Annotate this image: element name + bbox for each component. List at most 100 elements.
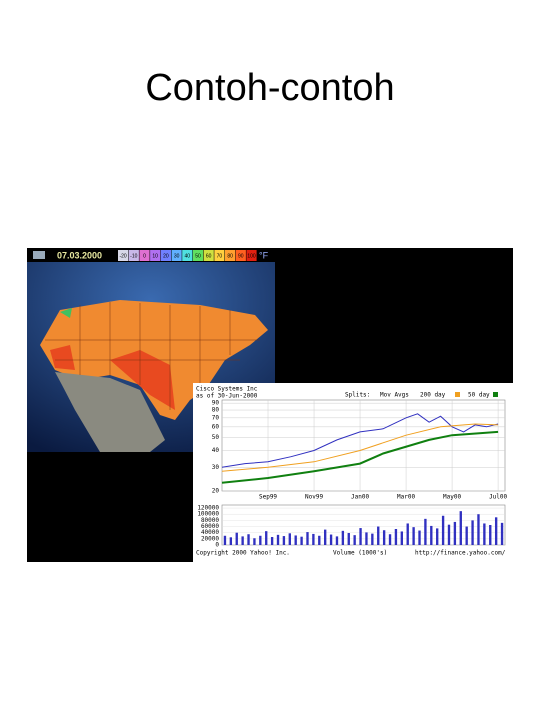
legend-swatch	[235, 250, 246, 261]
legend-swatch	[171, 250, 182, 261]
y-tick-label: 40000	[201, 529, 219, 536]
volume-bar	[253, 538, 256, 545]
map-date: 07.03.2000	[57, 250, 102, 260]
legend-swatch	[192, 250, 204, 261]
volume-bar	[441, 515, 445, 545]
volume-bar	[471, 520, 474, 545]
ma50-label: 50 day	[468, 392, 490, 399]
volume-bar	[223, 535, 227, 545]
volume-bar	[247, 534, 250, 545]
volume-bar	[323, 529, 327, 545]
volume-bar	[300, 536, 303, 545]
x-tick-label: Sep99	[259, 494, 277, 501]
volume-bar	[312, 533, 315, 545]
volume-bar	[406, 523, 409, 545]
legend-label: 90	[238, 253, 244, 259]
volume-bar	[353, 535, 356, 545]
volume-bar	[241, 536, 244, 545]
legend-label: -20	[119, 253, 126, 259]
volume-bar	[489, 525, 492, 545]
volume-bar	[282, 536, 286, 545]
volume-bar	[400, 531, 404, 545]
volume-bar	[371, 533, 374, 545]
series-line	[221, 430, 499, 484]
volume-bar	[424, 518, 427, 545]
mexico	[55, 372, 165, 452]
legend-swatch	[493, 392, 498, 397]
volume-bar	[365, 532, 368, 545]
y-tick-label: 40	[212, 447, 220, 454]
y-tick-label: 80000	[201, 517, 219, 524]
x-tick-label: Mar00	[397, 494, 415, 501]
y-tick-label: 90	[212, 400, 220, 407]
volume-bar	[329, 534, 333, 545]
state-lines	[45, 302, 260, 410]
y-tick-label: 20	[212, 488, 220, 495]
ma200-label: 200 day	[420, 392, 446, 399]
y-tick-label: 120000	[197, 505, 219, 512]
volume-bar	[270, 537, 274, 545]
url: http://finance.yahoo.com/	[415, 550, 506, 557]
volume-bar	[418, 530, 421, 545]
series-line	[221, 423, 499, 472]
volume-bar	[265, 531, 268, 545]
hot-region	[50, 345, 175, 410]
volume-bar	[259, 535, 262, 545]
volume-bar	[377, 526, 380, 545]
y-tick-label: 70	[212, 414, 220, 421]
legend-swatch	[203, 250, 214, 261]
volume-bar	[500, 522, 504, 545]
volume-bar	[412, 527, 415, 545]
volume-bar	[477, 514, 480, 545]
volume-bar	[436, 528, 439, 545]
legend-label: -10	[130, 253, 137, 259]
legend-swatch	[150, 250, 161, 261]
x-tick-label: Jan00	[351, 494, 369, 501]
legend-swatch	[128, 250, 139, 261]
legend-label: 50	[195, 253, 201, 259]
volume-bar	[382, 530, 386, 545]
y-tick-label: 50	[212, 434, 220, 441]
volume-bar	[276, 534, 280, 545]
legend-label: 70	[217, 253, 223, 259]
logo	[33, 251, 45, 259]
volume-bar	[394, 529, 398, 545]
y-tick-label: 0	[215, 542, 219, 549]
volume-bar	[459, 511, 462, 545]
volume-bar	[341, 530, 345, 545]
copyright: Copyright 2000 Yahoo! Inc.	[196, 550, 290, 557]
y-tick-label: 20000	[201, 535, 219, 542]
y-tick-label: 100000	[197, 511, 219, 518]
legend-label: 80	[227, 253, 233, 259]
volume-bar	[347, 533, 350, 545]
volume-bar	[483, 523, 486, 545]
volume-bar	[335, 536, 339, 545]
y-tick-label: 60	[212, 423, 220, 430]
volume-bar	[318, 535, 321, 545]
cool-region	[60, 308, 72, 318]
volume-bar	[229, 537, 233, 545]
legend-label: 10	[152, 253, 158, 259]
legend-label: 20	[163, 253, 169, 259]
legend-swatch	[160, 250, 171, 261]
legend-swatch	[182, 250, 193, 261]
legend-swatch	[139, 250, 150, 261]
legend-label: 30	[174, 253, 180, 259]
volume-bar	[430, 525, 433, 545]
volume-bar	[453, 521, 457, 545]
splits: Splits:	[345, 392, 370, 399]
slide-title: Contoh-contoh	[145, 67, 394, 109]
map-unit: °F	[259, 250, 269, 260]
legend-swatch	[246, 250, 257, 261]
volume-bar	[288, 533, 291, 545]
x-tick-label: Jul00	[489, 494, 507, 501]
y-tick-label: 30	[212, 464, 220, 471]
volume-bar	[294, 535, 297, 545]
legend-label: 60	[206, 253, 212, 259]
legend-swatch	[214, 250, 225, 261]
volume-bar	[465, 526, 468, 545]
volume-bar	[359, 528, 362, 545]
y-tick-label: 80	[212, 407, 220, 414]
